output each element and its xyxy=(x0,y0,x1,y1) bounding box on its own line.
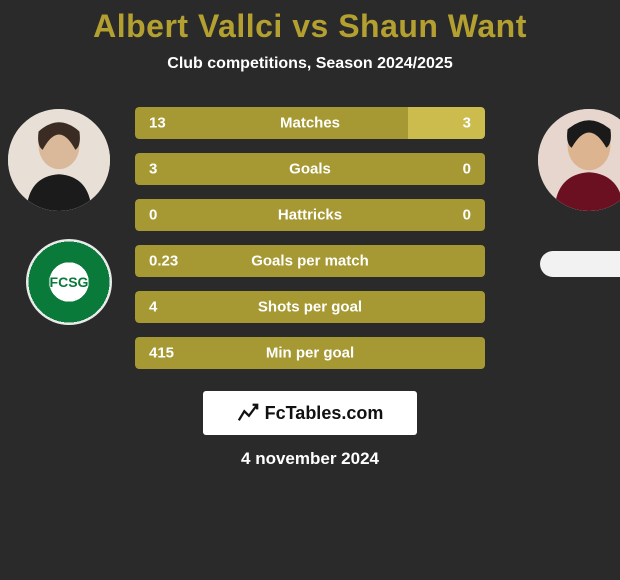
stat-row: 0.23 Goals per match xyxy=(135,245,485,277)
stat-label: Hattricks xyxy=(278,207,342,224)
stat-label: Goals per match xyxy=(251,253,369,270)
club-badge-label: FCSG xyxy=(28,241,110,323)
title-vs: vs xyxy=(292,8,329,44)
stat-value-right: 0 xyxy=(463,161,471,178)
stat-label: Min per goal xyxy=(266,345,354,362)
stat-value-left: 415 xyxy=(149,345,174,362)
stat-value-left: 0 xyxy=(149,207,157,224)
stat-value-left: 3 xyxy=(149,161,157,178)
stat-row: 13 3 Matches xyxy=(135,107,485,139)
player2-avatar xyxy=(538,109,620,211)
stat-bars: 13 3 Matches 3 0 Goals 0 0 Hattricks 0.23 Goals pe… xyxy=(135,101,485,369)
stat-label: Goals xyxy=(289,161,331,178)
stat-value-right: 3 xyxy=(463,115,471,132)
page-title: Albert Vallci vs Shaun Want xyxy=(0,8,620,45)
chart-icon xyxy=(237,402,259,424)
stat-bar-left xyxy=(135,107,408,139)
footer-date: 4 november 2024 xyxy=(0,449,620,469)
comparison-card: Albert Vallci vs Shaun Want Club competi… xyxy=(0,0,620,469)
source-logo: FcTables.com xyxy=(203,391,417,435)
stat-value-left: 13 xyxy=(149,115,166,132)
player1-club-badge: FCSG xyxy=(26,239,112,325)
title-player2: Shaun Want xyxy=(338,8,527,44)
stat-row: 415 Min per goal xyxy=(135,337,485,369)
subtitle: Club competitions, Season 2024/2025 xyxy=(0,55,620,73)
main-content: FCSG 13 3 Matches 3 0 Goals 0 0 Hattricks 0.23 Goa… xyxy=(0,101,620,369)
stat-label: Shots per goal xyxy=(258,299,362,316)
stat-row: 4 Shots per goal xyxy=(135,291,485,323)
avatar-placeholder-icon xyxy=(8,109,110,211)
stat-label: Matches xyxy=(280,115,340,132)
avatar-placeholder-icon xyxy=(538,109,620,211)
stat-value-right: 0 xyxy=(463,207,471,224)
stat-bar-right xyxy=(408,107,485,139)
title-player1: Albert Vallci xyxy=(93,8,283,44)
player2-club-badge xyxy=(540,251,620,277)
stat-row: 3 0 Goals xyxy=(135,153,485,185)
stat-row: 0 0 Hattricks xyxy=(135,199,485,231)
stat-value-left: 4 xyxy=(149,299,157,316)
player1-avatar xyxy=(8,109,110,211)
source-logo-text: FcTables.com xyxy=(265,403,384,424)
stat-value-left: 0.23 xyxy=(149,253,178,270)
